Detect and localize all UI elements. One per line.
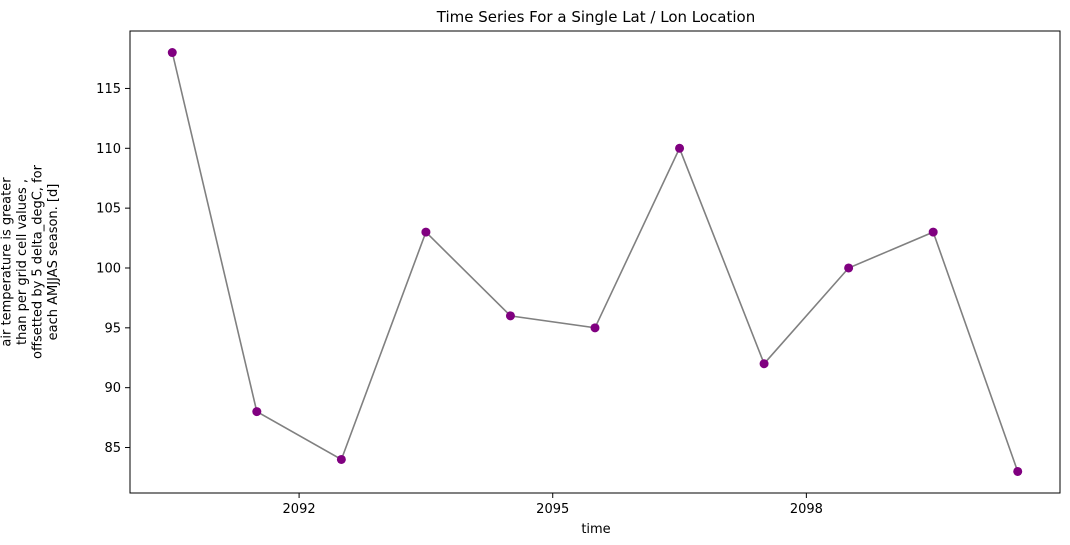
data-point — [675, 143, 685, 153]
data-point — [590, 323, 600, 333]
y-tick-label: 105 — [96, 202, 121, 217]
x-tick-label: 2095 — [536, 502, 569, 517]
data-point — [759, 359, 769, 369]
data-point — [505, 311, 515, 321]
x-axis: 2092 2095 2098 — [283, 493, 823, 517]
data-point — [336, 454, 346, 464]
y-tick-label: 90 — [104, 381, 121, 396]
data-point — [928, 227, 938, 237]
data-point — [252, 407, 262, 417]
data-point — [421, 227, 431, 237]
x-axis-label: time — [581, 522, 610, 537]
y-tick-label: 85 — [104, 441, 121, 456]
plot-frame — [129, 30, 1061, 494]
series-layer — [167, 48, 1023, 476]
y-tick-label: 95 — [104, 321, 121, 336]
series-line — [171, 52, 1019, 472]
data-point — [1013, 466, 1023, 476]
y-axis: 85 90 95 100 105 110 115 — [96, 82, 130, 456]
y-axis-label-line: offsetted by 5 delta_degC, for — [31, 164, 46, 359]
y-axis-label-line: than per grid cell values , — [15, 179, 30, 345]
y-tick-label: 115 — [96, 82, 121, 97]
data-point — [844, 263, 854, 273]
y-tick-label: 100 — [96, 261, 121, 276]
y-axis-label: Number of days when maximumair temperatu… — [0, 156, 61, 369]
x-tick-label: 2098 — [790, 502, 823, 517]
data-point — [167, 48, 177, 58]
y-axis-label-line: air temperature is greater — [0, 177, 15, 347]
chart-title: Time Series For a Single Lat / Lon Locat… — [436, 8, 755, 26]
x-tick-label: 2092 — [283, 502, 316, 517]
y-tick-label: 110 — [96, 142, 121, 157]
y-axis-label-line: each AMJJAS season. [d] — [46, 184, 61, 341]
